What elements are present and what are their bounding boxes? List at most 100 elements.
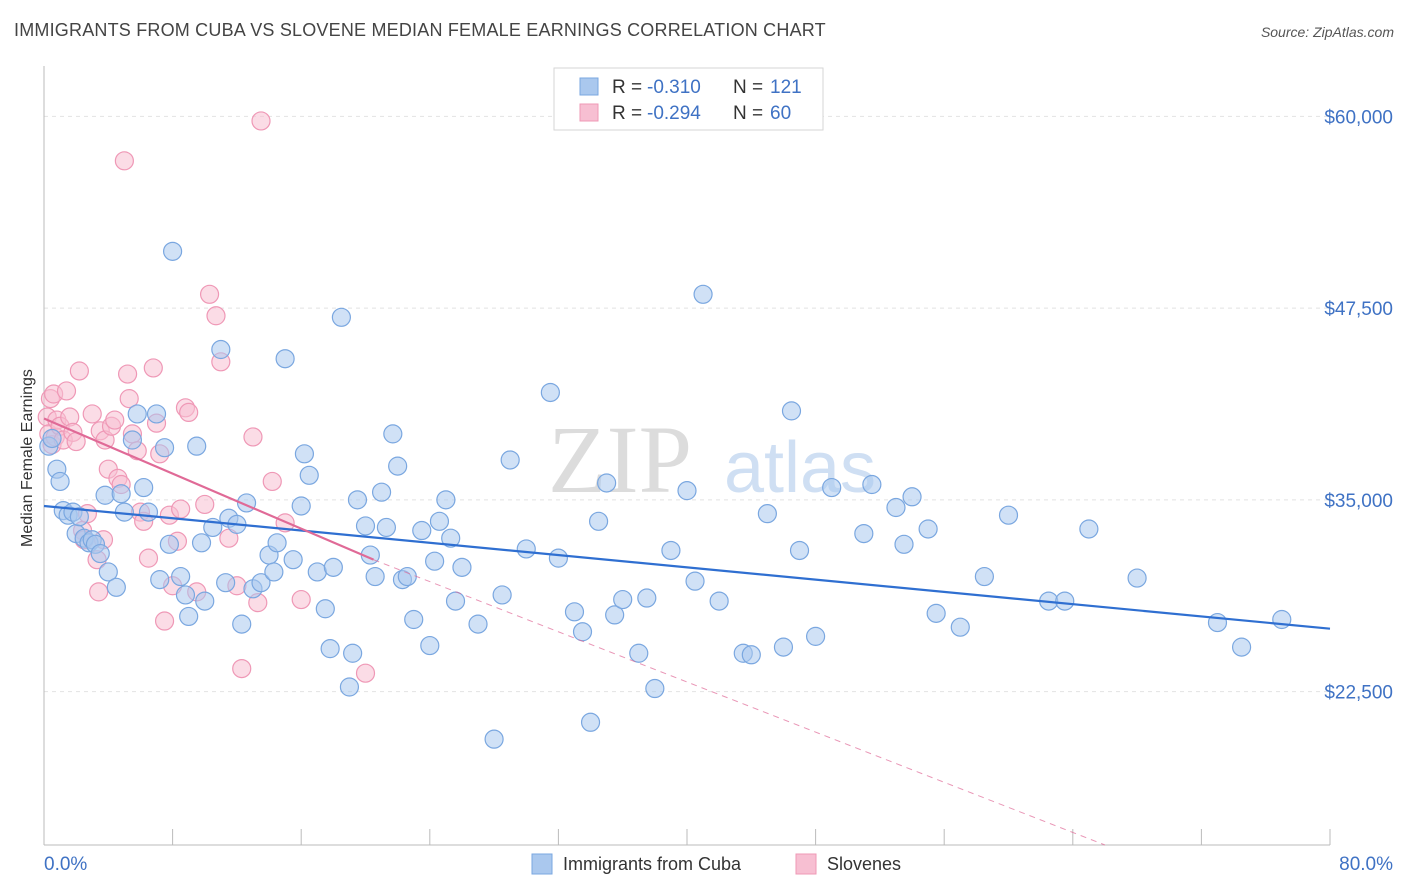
y-axis-label: Median Female Earnings: [19, 369, 36, 547]
cuba-point-71: [425, 551, 445, 571]
cuba-point-104: [789, 540, 810, 561]
stats-n-value-cuba: 121: [770, 77, 802, 98]
cuba-point-83: [548, 548, 569, 568]
slovenes-point-54: [243, 427, 263, 447]
cuba-point-84: [564, 602, 585, 622]
cuba-point-80: [500, 450, 520, 470]
cuba-point-91: [629, 643, 649, 663]
cuba-point-50: [299, 465, 319, 485]
cuba-point-87: [588, 511, 609, 531]
cuba-point-55: [331, 307, 351, 327]
y-tick-label-2: $47,500: [1324, 299, 1393, 320]
cuba-point-94: [661, 540, 681, 561]
cuba-point-76: [452, 557, 472, 577]
cuba-point-89: [605, 605, 625, 625]
cuba-point-65: [388, 456, 408, 476]
slovenes-point-60: [355, 663, 376, 683]
cuba-point-110: [894, 534, 914, 554]
cuba-point-120: [1127, 568, 1147, 588]
cuba-point-107: [854, 523, 874, 544]
slovenes-point-57: [262, 471, 282, 492]
stats-legend: R = -0.310 N = 121 R = -0.294 N = 60: [553, 67, 824, 131]
cuba-point-36: [216, 573, 236, 593]
cuba-point-112: [918, 519, 938, 539]
cuba-point-111: [902, 487, 922, 507]
watermark-atlas: atlas: [724, 428, 876, 508]
cuba-point-93: [645, 678, 665, 699]
stats-n-value-slovenes: 60: [770, 103, 791, 124]
cuba-point-118: [1055, 591, 1075, 611]
cuba-point-85: [572, 622, 593, 642]
slovenes-point-49: [206, 306, 226, 326]
chart-title: IMMIGRANTS FROM CUBA VS SLOVENE MEDIAN F…: [14, 20, 826, 40]
cuba-point-72: [429, 511, 450, 531]
slovenes-point-13: [69, 361, 89, 381]
cuba-point-22: [138, 502, 159, 522]
cuba-point-57: [343, 643, 363, 663]
slovenes-point-29: [117, 364, 138, 384]
slovenes-trend-line: [43, 417, 374, 561]
cuba-point-15: [98, 562, 118, 582]
cuba-point-44: [264, 562, 284, 582]
cuba-point-29: [175, 585, 196, 605]
cuba-point-122: [1231, 637, 1252, 657]
cuba-point-78: [484, 729, 504, 749]
cuba-point-86: [580, 712, 601, 732]
cuba-point-101: [757, 504, 777, 524]
cuba-point-28: [171, 566, 191, 587]
cuba-point-74: [441, 528, 461, 548]
cuba-point-92: [637, 588, 657, 608]
cuba-point-82: [540, 382, 560, 403]
cuba-point-81: [516, 539, 536, 559]
slovenes-point-59: [291, 589, 311, 610]
cuba-point-20: [127, 404, 147, 424]
slovenes-point-17: [82, 404, 102, 424]
cuba-point-75: [445, 591, 466, 611]
cuba-point-46: [275, 349, 295, 369]
cuba-point-27: [163, 241, 183, 261]
cuba-point-52: [315, 599, 335, 619]
cuba-point-53: [320, 639, 340, 659]
cuba-point-45: [267, 533, 287, 553]
stats-n-label-slovenes: N =: [733, 103, 763, 124]
x-tick-label-0: 0.0%: [44, 854, 87, 875]
cuba-point-100: [741, 645, 761, 665]
slovenes-point-43: [171, 499, 191, 519]
cuba-point-13: [90, 543, 110, 564]
cuba-point-31: [187, 436, 207, 456]
cuba-point-24: [150, 570, 170, 590]
cuba-point-97: [693, 284, 713, 304]
cuba-point-59: [355, 516, 376, 536]
cuba-point-69: [412, 520, 432, 541]
legend-label-cuba: Immigrants from Cuba: [563, 854, 742, 874]
cuba-point-113: [926, 603, 946, 623]
cuba-point-21: [134, 477, 154, 498]
cuba-point-62: [371, 482, 392, 502]
cuba-point-115: [974, 566, 994, 587]
cuba-point-47: [283, 550, 303, 570]
gridlines: [44, 115, 1330, 693]
cuba-point-77: [468, 614, 488, 634]
slovenes-point-47: [195, 494, 215, 515]
slovenes-point-36: [143, 358, 163, 378]
cuba-point-1: [42, 428, 62, 449]
stats-r-value-cuba: -0.310: [647, 77, 701, 98]
cuba-point-8: [69, 507, 89, 527]
cuba-point-102: [773, 637, 794, 657]
cuba-point-103: [781, 401, 802, 421]
watermark: ZIP atlas: [548, 406, 876, 513]
cuba-point-19: [122, 430, 143, 450]
y-tick-label-0: $22,500: [1324, 683, 1393, 704]
stats-swatch-slovenes: [579, 103, 599, 122]
cuba-point-108: [862, 474, 882, 495]
cuba-point-16: [106, 577, 126, 597]
slovenes-point-28: [114, 151, 134, 171]
cuba-point-73: [436, 490, 456, 510]
slovenes-point-19: [89, 582, 109, 602]
slovenes-point-35: [138, 548, 159, 568]
cuba-point-30: [179, 606, 199, 627]
source-label: Source: ZipAtlas.com: [1260, 24, 1394, 40]
slovenes-trend-extension: [373, 559, 1106, 846]
axes: [43, 66, 1331, 846]
